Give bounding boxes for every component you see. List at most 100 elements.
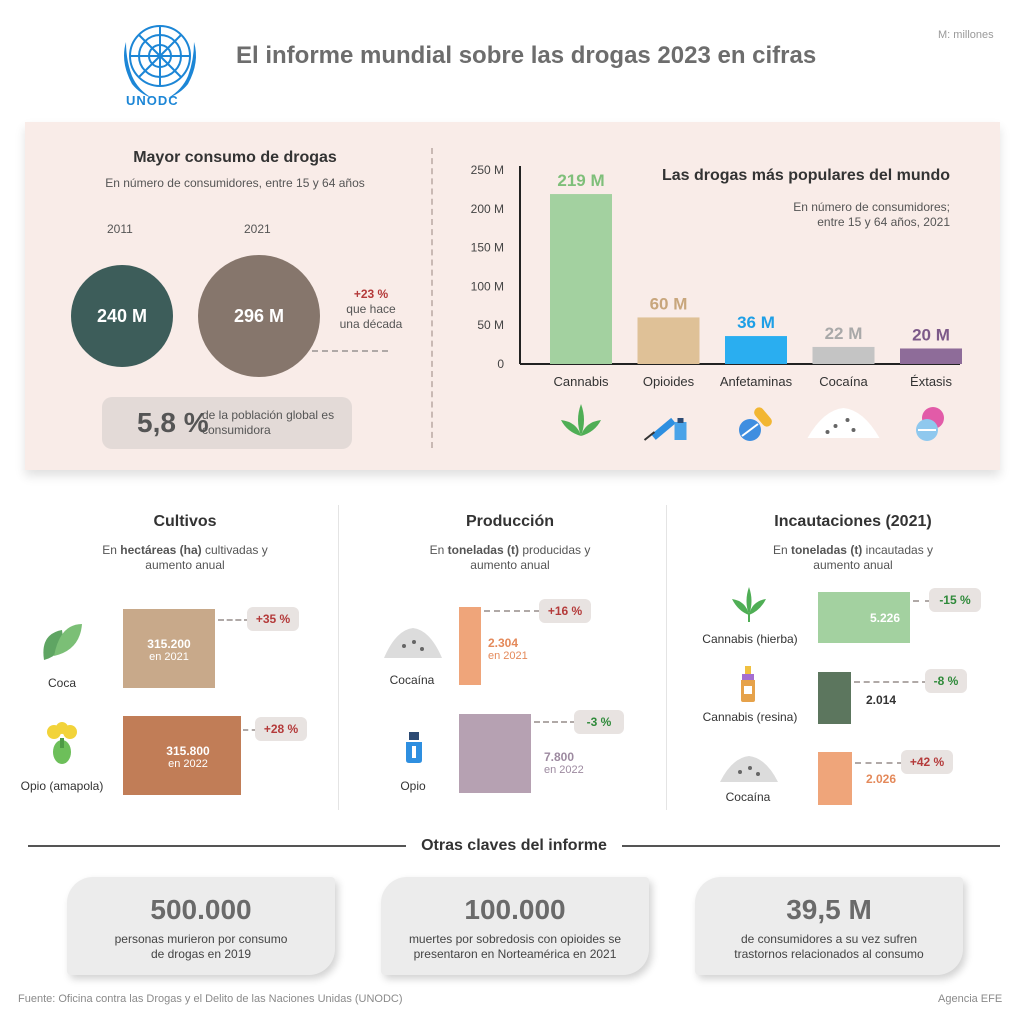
value-2021: 296 M bbox=[233, 305, 285, 326]
incautacion-value-cocaina: 2.026 bbox=[866, 772, 897, 786]
key-card-2-number: 100.000 bbox=[464, 894, 566, 925]
y-tick-label: 0 bbox=[497, 357, 504, 371]
incautacion-leader-resina bbox=[854, 681, 928, 683]
poppy-icon bbox=[47, 722, 77, 764]
panel-divider bbox=[431, 148, 433, 448]
cultivo-bar-coca bbox=[123, 609, 215, 688]
value: 315.200 bbox=[147, 637, 191, 651]
footer-agency: Agencia EFE bbox=[938, 993, 1003, 1005]
year-2011-label: 2011 bbox=[107, 222, 133, 236]
produccion-leader-opio bbox=[534, 721, 576, 723]
produccion-bar-cocaina bbox=[459, 607, 481, 685]
incautacion-leader-hierba bbox=[913, 600, 931, 602]
category-label: Éxtasis bbox=[910, 374, 952, 389]
cannabis-leaf-icon bbox=[732, 587, 766, 622]
cultivo-leader-coca bbox=[218, 619, 250, 621]
value-2011: 240 M bbox=[96, 305, 148, 326]
cultivo-change-opio: +28 % bbox=[255, 717, 307, 741]
subtitle-pre: En bbox=[102, 543, 121, 557]
population-share-box bbox=[102, 397, 352, 449]
cultivo-leader-opio bbox=[243, 729, 257, 731]
cultivo-value-opio: 315.800 en 2022 bbox=[123, 744, 253, 770]
value: 315.800 bbox=[166, 744, 210, 758]
year-2021-label: 2021 bbox=[244, 222, 271, 236]
column-separator-2 bbox=[666, 505, 667, 810]
bar-value-label: 36 M bbox=[737, 313, 775, 332]
y-tick-label: 50 M bbox=[477, 318, 504, 332]
bar-cannabis bbox=[550, 194, 612, 364]
consumo-change: +23 % bbox=[353, 287, 389, 301]
produccion-change-opio: -3 % bbox=[574, 710, 624, 734]
cocaine-powder-icon bbox=[384, 628, 442, 658]
otras-rule-right bbox=[622, 845, 1000, 847]
otras-rule-left bbox=[28, 845, 406, 847]
bar-value-label: 60 M bbox=[650, 294, 688, 313]
bar-cocaína bbox=[812, 346, 875, 364]
incautacion-value-resina: 2.014 bbox=[866, 693, 897, 707]
category-label: Opioides bbox=[643, 374, 695, 389]
syringe-icon bbox=[643, 417, 687, 441]
incautacion-value-hierba: 5.226 bbox=[869, 611, 901, 625]
consumo-title: Mayor consumo de drogas bbox=[133, 149, 337, 166]
cultivos-title: Cultivos bbox=[153, 513, 217, 530]
year: en 2021 bbox=[488, 650, 528, 662]
produccion-bar-opio bbox=[459, 714, 531, 793]
key-card-1-text: personas murieron por consumo de drogas … bbox=[114, 932, 288, 961]
logo-text: UNODC bbox=[126, 93, 179, 108]
cultivo-bar-opio bbox=[123, 716, 241, 795]
key-card-3 bbox=[695, 877, 963, 975]
cannabis-leaf-icon bbox=[561, 404, 601, 436]
bar-value-label: 219 M bbox=[557, 171, 604, 190]
opium-bottle-icon bbox=[406, 732, 422, 763]
key-card-3-number: 39,5 M bbox=[786, 894, 872, 925]
cultivo-label-coca: Coca bbox=[47, 676, 76, 690]
coca-leaves-icon bbox=[43, 624, 82, 660]
category-label: Cocaína bbox=[819, 374, 868, 389]
incautacion-bar-resina bbox=[818, 672, 851, 724]
cultivo-label-opio: Opio (amapola) bbox=[20, 779, 104, 793]
subtitle-pre: En bbox=[772, 543, 791, 557]
subtitle-post: producidas y aumento anual bbox=[470, 543, 591, 572]
incautaciones-subtitle: En toneladas (t) incautadas y aumento an… bbox=[748, 543, 958, 573]
subtitle-post: cultivadas y aumento anual bbox=[145, 543, 268, 572]
subtitle-unit: toneladas (t) bbox=[790, 543, 863, 557]
subtitle-pre: En bbox=[429, 543, 448, 557]
resin-bottle-icon bbox=[741, 666, 755, 702]
category-label: Cannabis bbox=[554, 374, 609, 389]
produccion-label-opio: Opio bbox=[400, 779, 426, 793]
bar-anfetaminas bbox=[725, 336, 787, 364]
year: en 2022 bbox=[544, 764, 584, 776]
y-tick-label: 150 M bbox=[471, 241, 504, 255]
incautacion-bar-hierba bbox=[818, 592, 910, 643]
cultivos-subtitle: En hectáreas (ha) cultivadas y aumento a… bbox=[80, 543, 290, 573]
chart-title: Las drogas más populares del mundo bbox=[661, 167, 950, 184]
consumo-change-note: que hace una década bbox=[339, 302, 403, 331]
year: en 2022 bbox=[168, 758, 208, 770]
key-card-1 bbox=[67, 877, 335, 975]
un-emblem-icon bbox=[124, 25, 196, 98]
circle-2011: 240 M bbox=[71, 265, 173, 367]
produccion-change-cocaina: +16 % bbox=[539, 599, 591, 623]
category-label: Anfetaminas bbox=[720, 374, 793, 389]
produccion-label-cocaina: Cocaína bbox=[389, 673, 435, 687]
column-separator-1 bbox=[338, 505, 339, 810]
cocaine-powder-icon bbox=[720, 756, 778, 782]
incautacion-label-cocaina: Cocaína bbox=[725, 790, 771, 804]
incautacion-change-hierba: -15 % bbox=[929, 588, 981, 612]
bar-éxtasis bbox=[900, 348, 962, 364]
y-tick-label: 100 M bbox=[471, 279, 504, 293]
key-card-1-number: 500.000 bbox=[150, 894, 252, 925]
produccion-leader-cocaina bbox=[484, 610, 540, 612]
ecstasy-pills-icon bbox=[916, 407, 944, 441]
cultivo-value-coca: 315.200 en 2021 bbox=[123, 637, 215, 663]
incautacion-label-resina: Cannabis (resina) bbox=[702, 710, 798, 724]
incautacion-leader-cocaina bbox=[855, 762, 903, 764]
powder-icon bbox=[807, 408, 880, 438]
key-card-2 bbox=[381, 877, 649, 975]
population-share: 5,8 % bbox=[137, 407, 209, 438]
incautacion-change-resina: -8 % bbox=[925, 669, 967, 693]
produccion-value-cocaina: 2.304 en 2021 bbox=[488, 636, 548, 662]
footer-source: Fuente: Oficina contra las Drogas y el D… bbox=[18, 993, 403, 1005]
pills-icon bbox=[739, 407, 772, 441]
key-card-3-text: de consumidores a su vez sufren trastorn… bbox=[734, 932, 924, 961]
